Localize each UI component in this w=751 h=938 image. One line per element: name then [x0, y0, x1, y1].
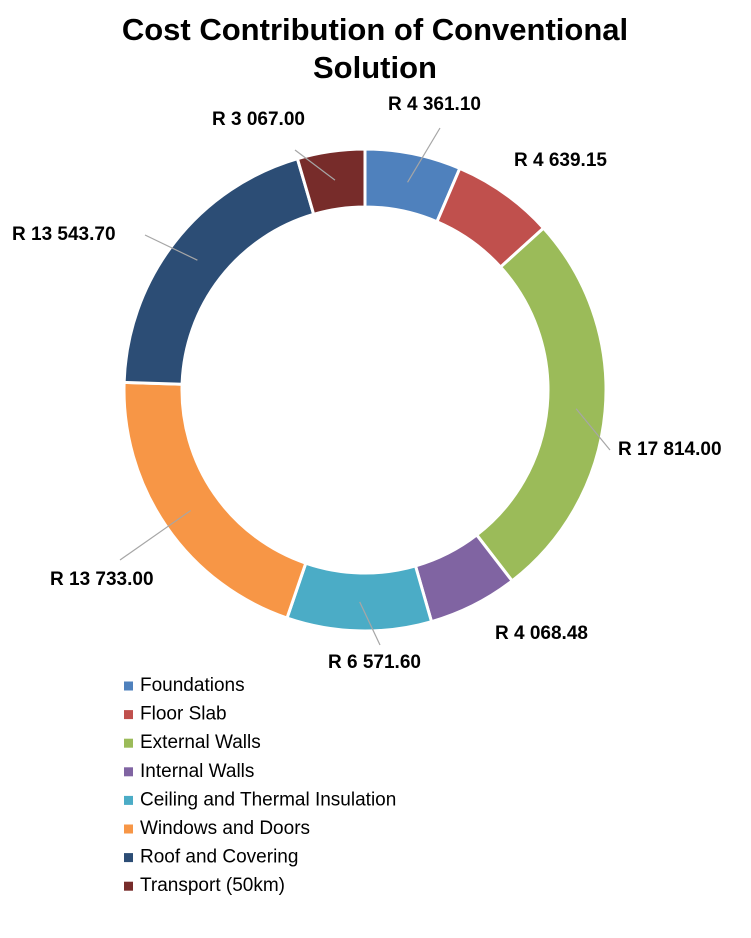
data-label: R 3 067.00 [212, 109, 305, 130]
data-label: R 13 543.70 [12, 224, 116, 245]
legend-marker [124, 738, 133, 748]
leader-line [144, 234, 198, 261]
data-label: R 4 068.48 [495, 623, 588, 644]
legend-label: Transport (50km) [140, 875, 285, 896]
leader-line [407, 127, 441, 183]
legend-label: Windows and Doors [140, 818, 310, 839]
legend-marker [124, 795, 133, 805]
legend-marker [124, 710, 133, 720]
donut-slice [285, 561, 434, 633]
leader-line [294, 149, 336, 181]
legend-label: Roof and Covering [140, 847, 298, 868]
data-label: R 4 639.15 [514, 150, 607, 171]
data-label: R 17 814.00 [618, 439, 722, 460]
chart-title: Solution [313, 50, 437, 85]
data-label: R 4 361.10 [388, 94, 481, 115]
legend-marker [124, 853, 133, 863]
data-label: R 6 571.60 [328, 652, 421, 673]
leader-line [359, 601, 381, 646]
leader-line [575, 408, 611, 451]
legend-marker [124, 881, 133, 891]
donut-slice [122, 156, 316, 386]
leader-line [119, 510, 191, 561]
legend-label: Floor Slab [140, 704, 227, 725]
legend-label: Foundations [140, 675, 245, 696]
data-label: R 13 733.00 [50, 569, 154, 590]
legend-marker [124, 681, 133, 691]
legend-marker [124, 767, 133, 777]
donut-slice [474, 225, 608, 583]
chart-title: Cost Contribution of Conventional [122, 12, 628, 47]
legend-label: Internal Walls [140, 761, 254, 782]
legend-label: Ceiling and Thermal Insulation [140, 789, 396, 810]
legend-marker [124, 824, 133, 834]
legend-label: External Walls [140, 732, 261, 753]
donut-slice [295, 147, 367, 217]
